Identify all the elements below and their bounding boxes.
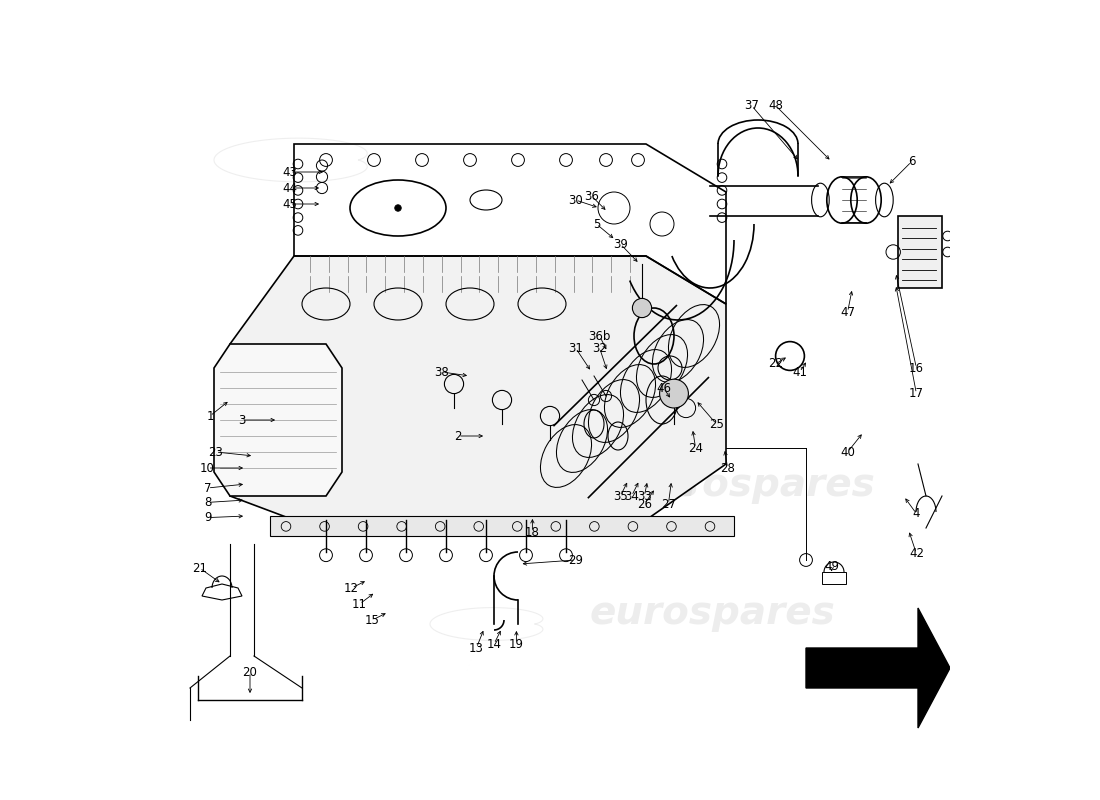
Text: 10: 10 [200,462,214,474]
Text: 15: 15 [365,614,380,626]
Text: 14: 14 [486,638,502,650]
Text: 44: 44 [283,182,297,194]
Bar [270,516,734,536]
Text: eurospares: eurospares [590,594,836,632]
Text: 22: 22 [768,358,783,370]
Text: 36: 36 [584,190,600,202]
Text: 16: 16 [909,362,924,374]
Text: 21: 21 [192,562,207,574]
Text: 48: 48 [768,99,783,112]
Text: eurospares: eurospares [630,466,876,504]
Text: 32: 32 [592,342,607,354]
Text: 46: 46 [656,382,671,394]
Text: 33: 33 [637,490,652,502]
Text: 34: 34 [624,490,639,502]
Text: 19: 19 [509,638,524,650]
Polygon shape [214,344,342,496]
Text: eurospares: eurospares [230,466,475,504]
Circle shape [395,205,402,211]
Text: 42: 42 [909,547,924,560]
Text: 7: 7 [204,482,211,494]
Text: 29: 29 [568,554,583,566]
Text: 38: 38 [434,366,450,378]
Text: 18: 18 [525,526,540,538]
Text: 13: 13 [469,642,484,654]
Text: 9: 9 [204,511,211,524]
Text: 24: 24 [689,442,703,454]
Text: 49: 49 [824,560,839,573]
Text: 26: 26 [637,498,652,510]
Text: 35: 35 [613,490,628,502]
Text: 6: 6 [908,155,915,168]
Polygon shape [806,608,950,728]
Text: 31: 31 [569,342,583,354]
Text: 36b: 36b [588,330,610,342]
Text: 2: 2 [454,430,462,442]
Text: 1: 1 [207,410,213,422]
Bar [898,216,942,288]
Text: 41: 41 [792,366,807,378]
Text: 40: 40 [840,446,855,458]
Text: 20: 20 [243,666,257,678]
Text: 28: 28 [720,462,735,474]
Text: 39: 39 [613,238,628,250]
Text: 45: 45 [283,198,297,210]
Text: 8: 8 [204,496,211,509]
Circle shape [632,298,651,318]
Text: eurospares: eurospares [454,466,700,504]
Text: 5: 5 [593,218,601,230]
Text: 3: 3 [239,414,245,426]
Text: 12: 12 [344,582,359,594]
Text: 23: 23 [208,446,223,458]
Text: 47: 47 [840,306,855,318]
Bar [822,572,846,584]
Text: 30: 30 [569,194,583,206]
Polygon shape [230,256,726,520]
Text: 27: 27 [661,498,675,510]
Circle shape [660,379,689,408]
Text: 4: 4 [913,507,920,520]
Text: 11: 11 [352,598,367,610]
Text: 37: 37 [745,99,759,112]
Text: 25: 25 [710,418,724,430]
Text: 43: 43 [283,166,297,178]
Text: 17: 17 [909,387,924,400]
